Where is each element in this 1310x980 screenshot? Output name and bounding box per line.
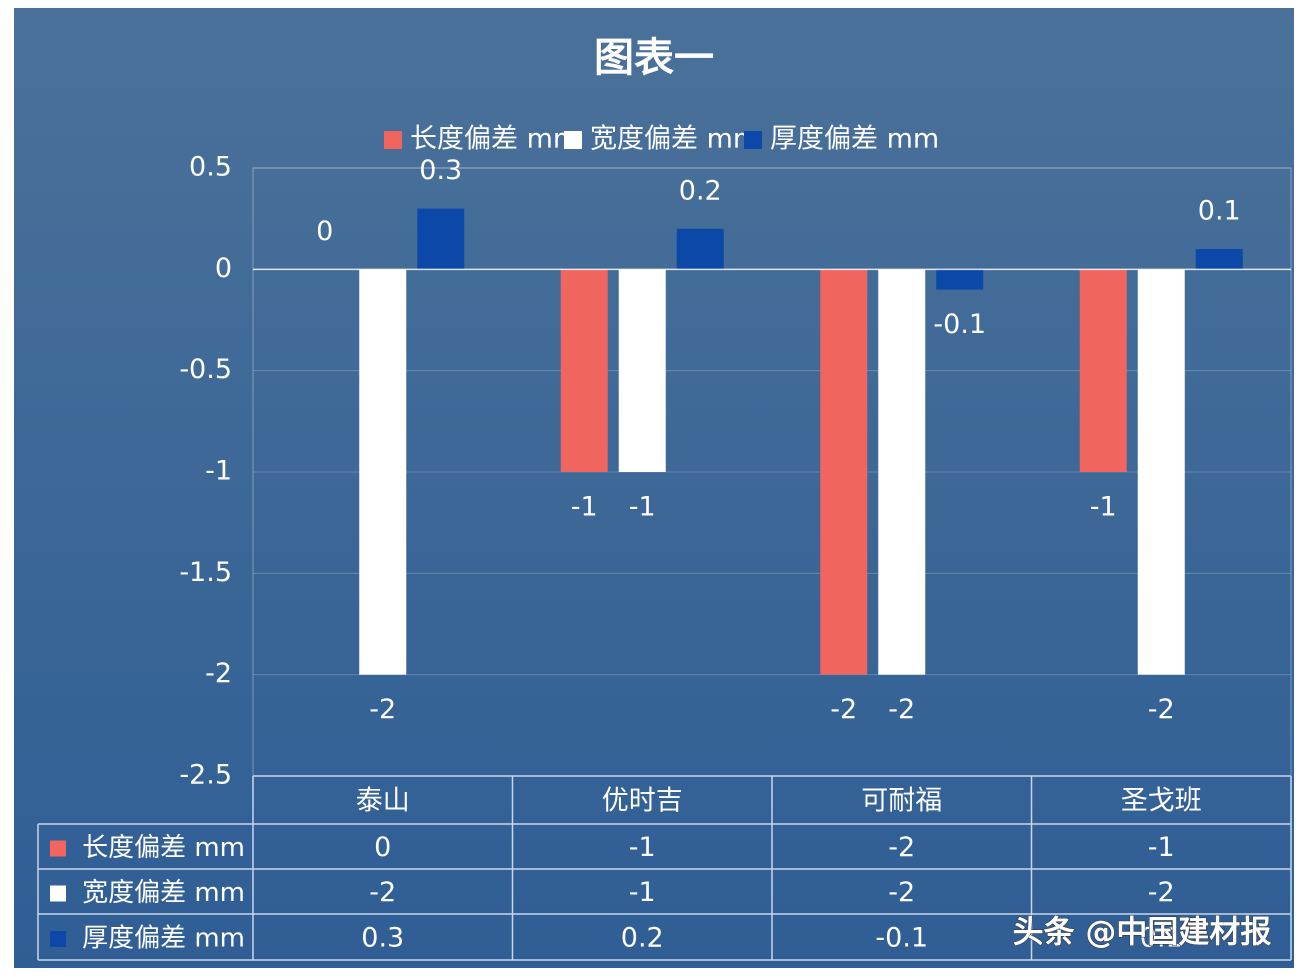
y-tick-label: 0.5 (189, 152, 232, 183)
bar (1137, 269, 1185, 675)
data-label: -1 (1090, 492, 1117, 523)
legend-label: 长度偏差 mm (410, 124, 579, 155)
bar (417, 208, 465, 270)
table-cell: -2 (888, 832, 915, 863)
y-tick-label: -0.5 (179, 354, 232, 385)
table-legend-key (50, 885, 66, 902)
bar (1195, 249, 1243, 270)
data-label: 0.1 (1198, 196, 1241, 227)
table-cell: -2 (369, 877, 396, 908)
chart-background (14, 8, 1294, 968)
x-tick-label: 泰山 (356, 786, 410, 817)
data-label: -1 (629, 492, 656, 523)
legend-key (564, 131, 582, 149)
bar (676, 228, 724, 270)
data-label: -2 (1148, 694, 1175, 725)
legend-key (384, 131, 402, 149)
chart-title: 图表一 (594, 35, 714, 81)
bar (618, 269, 666, 472)
y-tick-label: -1.5 (179, 557, 232, 588)
bar (936, 269, 984, 290)
x-tick-label: 圣戈班 (1121, 786, 1202, 817)
data-label: 0 (316, 216, 333, 247)
bar (560, 269, 608, 472)
y-tick-label: -2.5 (179, 760, 232, 791)
data-label: -2 (830, 694, 857, 725)
table-cell: -1 (1148, 832, 1175, 863)
data-label: 0.2 (679, 175, 722, 206)
table-cell: -1 (629, 832, 656, 863)
y-tick-label: -1 (205, 456, 232, 487)
table-cell: -2 (1148, 877, 1175, 908)
y-tick-label: 0 (215, 253, 232, 284)
table-cell: 0.3 (361, 923, 404, 954)
bar (878, 269, 926, 675)
bar (1079, 269, 1127, 472)
table-cell: -2 (888, 877, 915, 908)
table-legend-key (50, 931, 66, 947)
legend-label: 宽度偏差 mm (590, 124, 759, 155)
table-cell: 0.1 (1140, 923, 1183, 954)
data-label: -1 (571, 492, 598, 523)
table-row-label: 宽度偏差 mm (82, 878, 245, 908)
bar (359, 269, 407, 675)
table-cell: -0.1 (875, 923, 928, 954)
table-row-label: 厚度偏差 mm (82, 924, 245, 954)
data-label: -2 (369, 694, 396, 725)
y-tick-label: -2 (205, 658, 232, 689)
legend-label: 厚度偏差 mm (770, 124, 939, 155)
table-row-label: 长度偏差 mm (82, 833, 245, 863)
table-cell: -1 (629, 877, 656, 908)
table-cell: 0.2 (621, 923, 664, 954)
table-cell: 0 (374, 832, 391, 863)
watermark: 头条 @中国建材报 (1013, 915, 1272, 951)
bar (820, 269, 868, 675)
table-legend-key (50, 840, 66, 857)
x-tick-label: 优时吉 (602, 786, 683, 817)
data-label: -2 (888, 694, 915, 725)
data-label: -0.1 (933, 309, 986, 340)
data-label: 0.3 (419, 155, 462, 186)
x-tick-label: 可耐福 (861, 786, 942, 817)
legend-key (744, 131, 762, 149)
